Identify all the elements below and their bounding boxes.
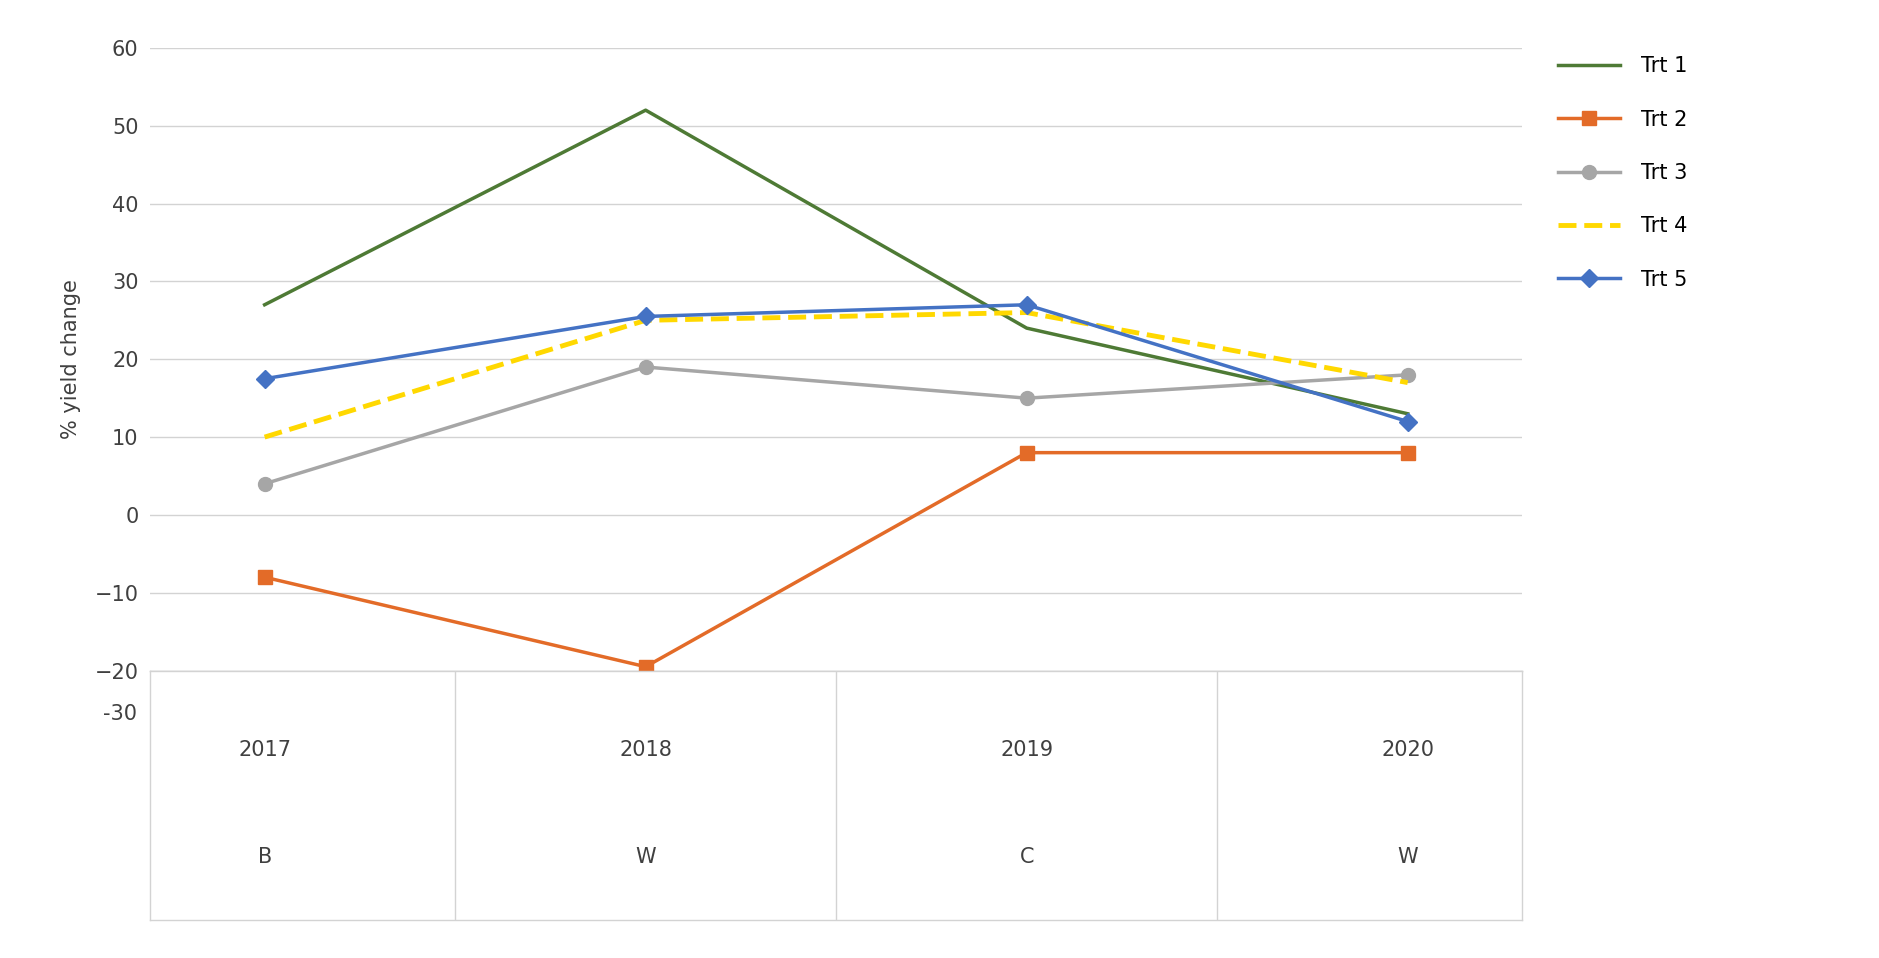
- Text: 2019: 2019: [1000, 741, 1054, 761]
- Line: Trt 5: Trt 5: [259, 299, 1413, 428]
- Line: Trt 2: Trt 2: [257, 445, 1415, 673]
- Trt 4: [1015, 307, 1037, 318]
- Trt 5: [635, 310, 658, 322]
- Trt 2: [1396, 447, 1419, 459]
- Trt 1: [1396, 408, 1419, 420]
- Line: Trt 1: Trt 1: [265, 110, 1407, 414]
- Trt 3: [1015, 393, 1037, 404]
- Text: C: C: [1020, 848, 1033, 867]
- Trt 5: [254, 373, 276, 384]
- Trt 4: [1396, 376, 1419, 388]
- Trt 3: [635, 361, 658, 373]
- Line: Trt 3: Trt 3: [257, 360, 1415, 490]
- Legend: Trt 1, Trt 2, Trt 3, Trt 4, Trt 5: Trt 1, Trt 2, Trt 3, Trt 4, Trt 5: [1550, 48, 1697, 298]
- Trt 1: [1015, 322, 1037, 334]
- Line: Trt 4: Trt 4: [265, 312, 1407, 437]
- Trt 3: [254, 478, 276, 490]
- Text: 2020: 2020: [1381, 741, 1434, 761]
- Text: 2017: 2017: [239, 741, 291, 761]
- Text: 2018: 2018: [620, 741, 673, 761]
- Text: B: B: [257, 848, 272, 867]
- Trt 4: [254, 431, 276, 443]
- Text: W: W: [635, 848, 656, 867]
- Y-axis label: % yield change: % yield change: [60, 280, 81, 439]
- Trt 2: [254, 571, 276, 582]
- Trt 4: [635, 314, 658, 326]
- Trt 2: [1015, 447, 1037, 459]
- Trt 1: [254, 299, 276, 310]
- Trt 2: [635, 661, 658, 673]
- Trt 1: [635, 104, 658, 116]
- Text: -30: -30: [103, 704, 137, 723]
- Trt 5: [1015, 299, 1037, 310]
- Trt 3: [1396, 369, 1419, 380]
- Text: W: W: [1398, 848, 1419, 867]
- Trt 5: [1396, 416, 1419, 427]
